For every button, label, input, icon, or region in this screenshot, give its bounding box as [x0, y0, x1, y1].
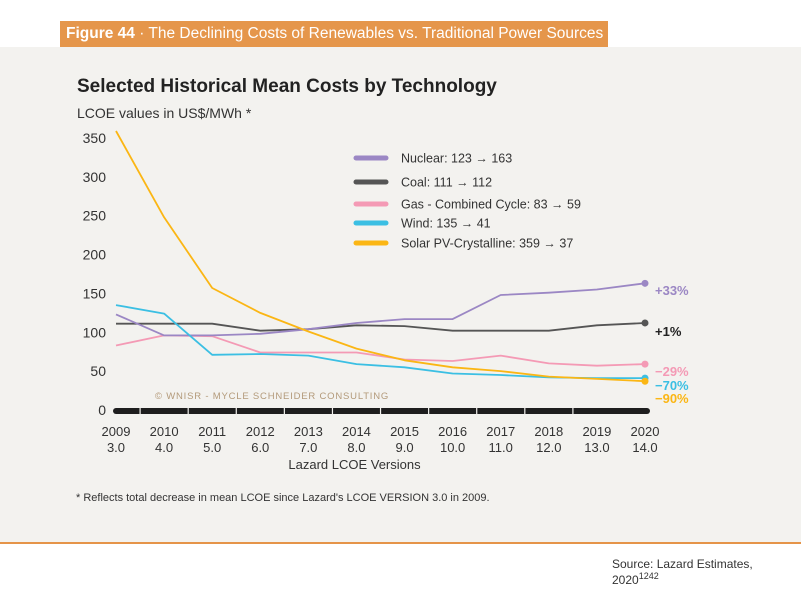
legend-label-gas-combined-cycle: Gas - Combined Cycle: 83 → 59: [401, 198, 581, 212]
legend-label-coal: Coal: 111 → 112: [401, 176, 492, 190]
x-tick-year: 2016: [438, 424, 467, 439]
end-marker-nuclear: [641, 279, 649, 287]
x-tick-version: 8.0: [347, 440, 365, 455]
y-tick-label: 350: [83, 130, 107, 146]
series-line-solar-pv-crystalline: [115, 130, 646, 383]
y-tick-label: 250: [83, 208, 107, 224]
legend-label-wind: Wind: 135 → 41: [401, 217, 491, 231]
x-tick-year: 2014: [342, 424, 371, 439]
y-tick-label: 150: [83, 285, 107, 301]
change-label-solar-pv-crystalline: −90%: [655, 391, 689, 406]
x-tick-version: 10.0: [440, 440, 465, 455]
y-tick-label: 50: [90, 363, 106, 379]
figure-banner: Figure 44 · The Declining Costs of Renew…: [60, 21, 608, 47]
x-tick-version: 4.0: [155, 440, 173, 455]
x-tick-version: 5.0: [203, 440, 221, 455]
x-tick-year: 2009: [102, 424, 131, 439]
chart-title: Selected Historical Mean Costs by Techno…: [77, 76, 497, 97]
figure-caption: The Declining Costs of Renewables vs. Tr…: [148, 25, 604, 42]
x-tick-year: 2019: [582, 424, 611, 439]
bottom-rule: [0, 542, 801, 544]
y-tick-label: 0: [98, 402, 106, 418]
y-tick-label: 200: [83, 247, 107, 263]
series-lines: [115, 130, 649, 385]
x-tick-year: 2012: [246, 424, 275, 439]
y-tick-label: 100: [83, 324, 107, 340]
source-ref: 1242: [638, 571, 659, 581]
change-labels: +33% +1% −29%−70%−90%: [655, 283, 689, 406]
footnote: * Reflects total decrease in mean LCOE s…: [76, 492, 490, 504]
change-label-coal: +1%: [655, 324, 682, 339]
source-text: Source: Lazard Estimates, 2020: [612, 557, 753, 587]
change-label-gas-combined-cycle: −29%: [655, 364, 689, 379]
change-label-nuclear: +33%: [655, 283, 689, 298]
change-label-wind: −70%: [655, 378, 689, 393]
figure-background: [0, 47, 801, 542]
x-axis-label: Lazard LCOE Versions: [288, 457, 421, 472]
series-line-coal: [116, 322, 646, 332]
legend-label-nuclear: Nuclear: 123 → 163: [401, 152, 512, 166]
series-line-nuclear: [115, 282, 646, 337]
x-tick-version: 7.0: [299, 440, 317, 455]
watermark: © WNISR - MYCLE SCHNEIDER CONSULTING: [155, 391, 389, 402]
x-tick-version: 9.0: [396, 440, 414, 455]
end-marker-gas-combined-cycle: [641, 360, 649, 368]
figure-label: Figure 44: [66, 25, 135, 42]
legend-label-solar-pv-crystalline: Solar PV-Crystalline: 359 → 37: [401, 237, 573, 251]
x-tick-year: 2010: [150, 424, 179, 439]
chart-subtitle: LCOE values in US$/MWh *: [77, 105, 252, 121]
legend: Nuclear: 123 → 163 Coal: 111 → 112 Gas - C…: [353, 152, 581, 251]
x-tick-version: 12.0: [536, 440, 561, 455]
series-line-wind: [115, 304, 645, 380]
x-tick-year: 2015: [390, 424, 419, 439]
x-tick-year: 2020: [631, 424, 660, 439]
end-marker-solar-pv-crystalline: [641, 377, 649, 385]
y-axis: 0 50 100 150 200 250 300 350: [83, 130, 107, 418]
x-tick-year: 2017: [486, 424, 515, 439]
x-tick-year: 2011: [198, 424, 226, 439]
x-tick-version: 14.0: [632, 440, 657, 455]
x-tick-version: 13.0: [584, 440, 609, 455]
x-tick-version: 6.0: [251, 440, 269, 455]
figure-separator: ·: [134, 25, 149, 42]
x-tick-year: 2013: [294, 424, 323, 439]
x-tick-version: 3.0: [107, 440, 125, 455]
x-tick-version: 11.0: [489, 440, 513, 455]
y-tick-label: 300: [83, 169, 107, 185]
x-tick-year: 2018: [534, 424, 563, 439]
source-note: Source: Lazard Estimates, 20201242: [612, 557, 801, 587]
end-marker-coal: [641, 319, 649, 327]
